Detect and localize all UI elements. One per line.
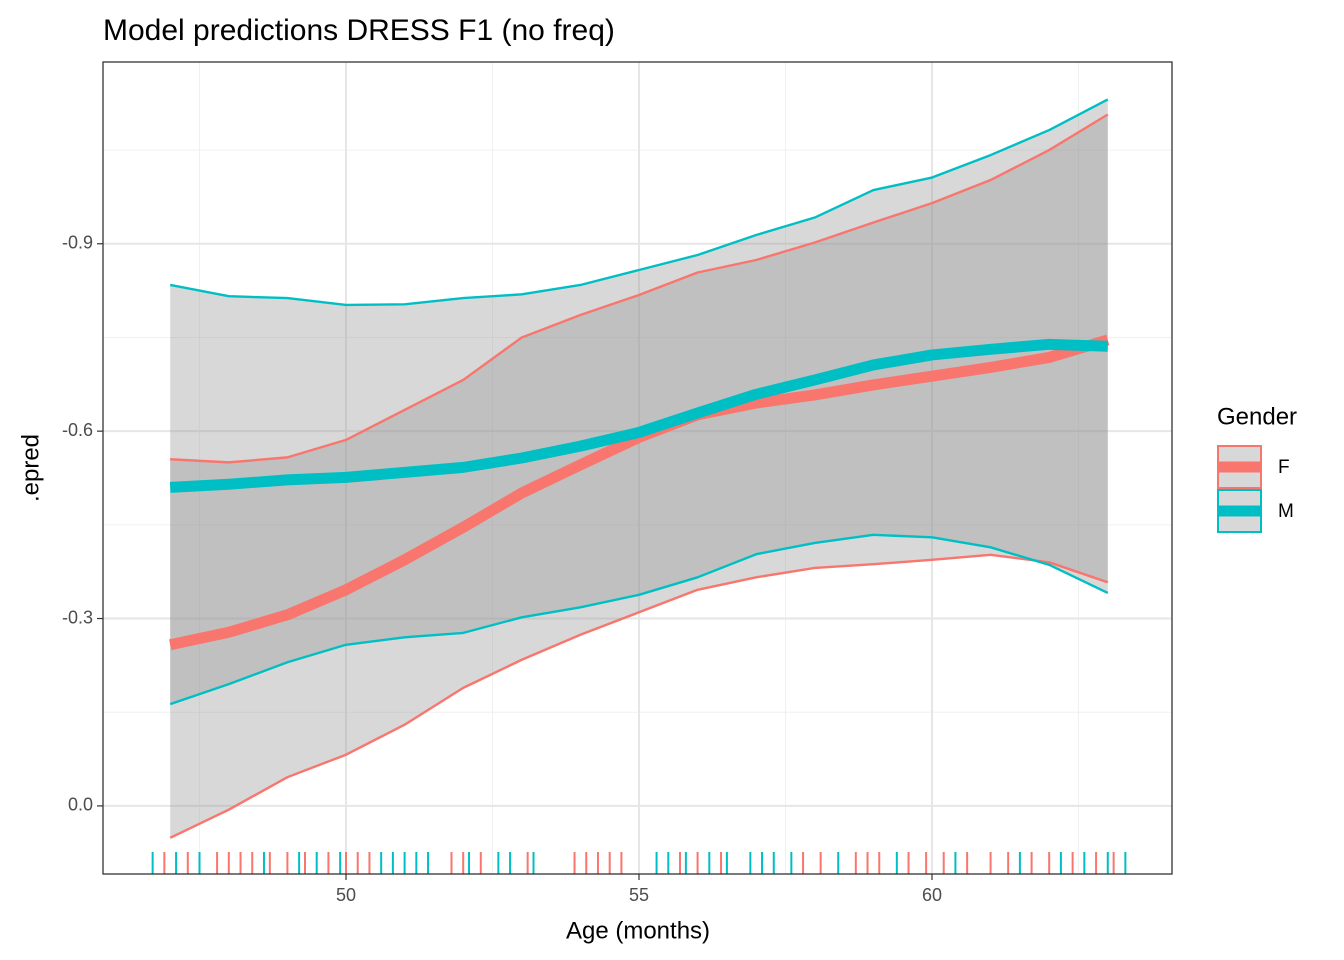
y-tick-label: 0.0 xyxy=(68,795,93,815)
panel-background xyxy=(103,62,1172,874)
x-axis-title: Age (months) xyxy=(566,917,710,944)
ribbon-fill xyxy=(170,99,1108,705)
y-tick-label: -0.6 xyxy=(62,420,93,440)
legend-title: Gender xyxy=(1217,403,1297,430)
panel-border xyxy=(102,61,1173,875)
x-tick-label: 60 xyxy=(922,885,942,905)
ribbon-fill xyxy=(170,114,1108,838)
lower-bound-line xyxy=(169,553,1109,839)
y-tick-label: -0.3 xyxy=(62,607,93,627)
mean-line xyxy=(169,338,1108,493)
upper-bound-line xyxy=(169,98,1109,307)
chart-title: Model predictions DRESS F1 (no freq) xyxy=(103,14,615,47)
legend-label: F xyxy=(1278,457,1290,478)
x-tick-label: 55 xyxy=(629,885,649,905)
legend-label: M xyxy=(1278,501,1294,522)
y-tick-label: -0.9 xyxy=(62,233,93,253)
upper-bound-line xyxy=(170,113,1109,464)
x-tick-label: 50 xyxy=(336,885,356,905)
y-axis-title: .epred xyxy=(17,434,44,502)
lower-bound-line xyxy=(169,533,1109,706)
